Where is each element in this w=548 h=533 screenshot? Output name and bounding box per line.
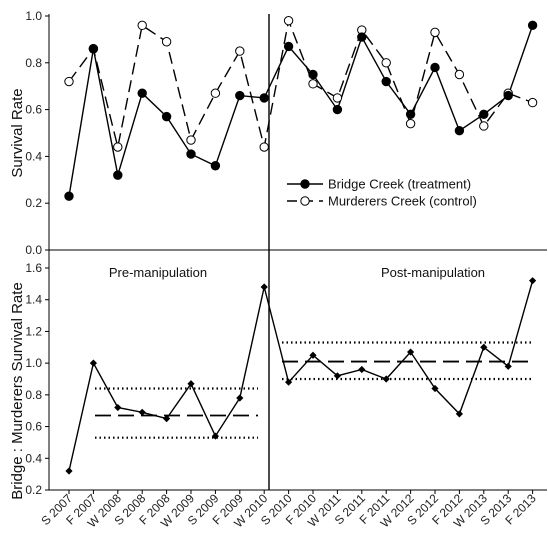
point-murderers-creek xyxy=(235,46,245,56)
point-bridge-creek xyxy=(503,90,513,101)
y-tick-label: 1.2 xyxy=(25,324,42,338)
point-murderers-creek xyxy=(137,20,147,31)
point-ratio xyxy=(529,277,537,285)
point-ratio xyxy=(285,378,293,386)
plot-frame xyxy=(48,14,547,491)
point-ratio xyxy=(89,359,97,367)
y-tick-label: 0.8 xyxy=(25,388,42,402)
legend-marker-bridge-creek xyxy=(300,179,310,189)
point-ratio xyxy=(187,380,195,388)
point-ratio xyxy=(407,348,415,356)
point-ratio xyxy=(504,362,512,370)
top-panel-survival-rate: 0.0 0.2 0.4 0.6 0.8 1.0 Survival Rate Bridge Cr… xyxy=(9,9,538,257)
point-ratio xyxy=(455,410,463,418)
point-bridge-creek xyxy=(357,32,367,42)
y-tick-label: 0.0 xyxy=(25,243,42,257)
point-bridge-creek xyxy=(527,20,538,31)
legend-marker-murderers-creek xyxy=(300,196,310,206)
point-ratio xyxy=(309,351,317,359)
y-axis-label: Survival Rate xyxy=(9,88,26,177)
point-murderers-creek xyxy=(283,15,294,26)
point-bridge-creek xyxy=(479,109,489,119)
point-bridge-creek xyxy=(430,62,440,73)
y-tick-label: 1.6 xyxy=(25,261,42,275)
point-bridge-creek xyxy=(405,109,416,119)
annotation-pre-manipulation: Pre-manipulation xyxy=(109,265,207,280)
point-ratio xyxy=(480,343,488,351)
y-tick-label: 1.0 xyxy=(25,9,42,23)
point-ratio xyxy=(163,415,171,423)
point-murderers-creek xyxy=(332,93,343,103)
point-murderers-creek xyxy=(186,135,196,145)
point-murderers-creek xyxy=(479,121,489,131)
series-line-bridge-creek xyxy=(68,25,534,197)
y-tick-label: 0.2 xyxy=(25,196,42,210)
y-tick-label: 0.6 xyxy=(25,103,42,117)
point-bridge-creek xyxy=(454,125,465,136)
point-bridge-creek xyxy=(235,90,245,101)
y-tick-label: 0.6 xyxy=(25,420,42,434)
point-bridge-creek xyxy=(259,93,269,103)
point-murderers-creek xyxy=(161,37,172,47)
point-bridge-creek xyxy=(332,104,343,115)
series-line-ratio xyxy=(68,280,534,472)
y-tick-label: 0.4 xyxy=(25,451,42,465)
point-murderers-creek xyxy=(308,79,318,89)
point-bridge-creek xyxy=(137,88,147,98)
point-ratio xyxy=(211,432,219,440)
point-bridge-creek xyxy=(113,170,123,180)
y-tick-label: 1.4 xyxy=(25,293,42,307)
point-murderers-creek xyxy=(430,27,440,38)
point-bridge-creek xyxy=(186,149,196,159)
point-ratio xyxy=(431,384,439,393)
y-axis-label: Bridge : Murderers Survival Rate xyxy=(9,282,26,500)
point-ratio xyxy=(114,403,122,412)
point-murderers-creek xyxy=(210,88,221,98)
y-tick-label: 1.0 xyxy=(25,356,42,370)
y-tick-label: 0.8 xyxy=(25,56,42,70)
y-tick-label: 0.4 xyxy=(25,149,42,163)
legend: Bridge Creek (treatment) Murderers Creek … xyxy=(287,177,477,209)
annotation-post-manipulation: Post-manipulation xyxy=(381,265,485,280)
legend-label-bridge-creek: Bridge Creek (treatment) xyxy=(328,177,471,192)
point-murderers-creek xyxy=(405,118,416,129)
point-murderers-creek xyxy=(454,69,465,80)
point-ratio xyxy=(236,394,244,402)
point-murderers-creek xyxy=(113,142,123,152)
y-tick-label: 0.2 xyxy=(25,483,42,497)
point-bridge-creek xyxy=(308,69,318,80)
point-ratio xyxy=(333,372,341,380)
point-ratio xyxy=(260,283,268,291)
point-bridge-creek xyxy=(283,41,294,52)
point-murderers-creek xyxy=(259,142,269,152)
point-ratio xyxy=(138,408,146,416)
point-ratio xyxy=(382,375,390,383)
point-bridge-creek xyxy=(381,76,391,87)
point-ratio xyxy=(65,467,73,475)
point-murderers-creek xyxy=(527,97,538,108)
point-bridge-creek xyxy=(161,111,172,122)
point-bridge-creek xyxy=(210,161,221,171)
point-bridge-creek xyxy=(88,44,99,54)
legend-label-murderers-creek: Murderers Creek (control) xyxy=(328,194,477,209)
bottom-panel-survival-ratio: 0.2 0.4 0.6 0.8 1.0 1.2 1.4 1.6 Bridge : Murdere… xyxy=(9,261,537,500)
point-murderers-creek xyxy=(381,58,391,68)
point-murderers-creek xyxy=(64,76,74,87)
series-line-murderers-creek xyxy=(68,18,533,148)
point-bridge-creek xyxy=(64,191,74,201)
point-ratio xyxy=(358,365,366,374)
